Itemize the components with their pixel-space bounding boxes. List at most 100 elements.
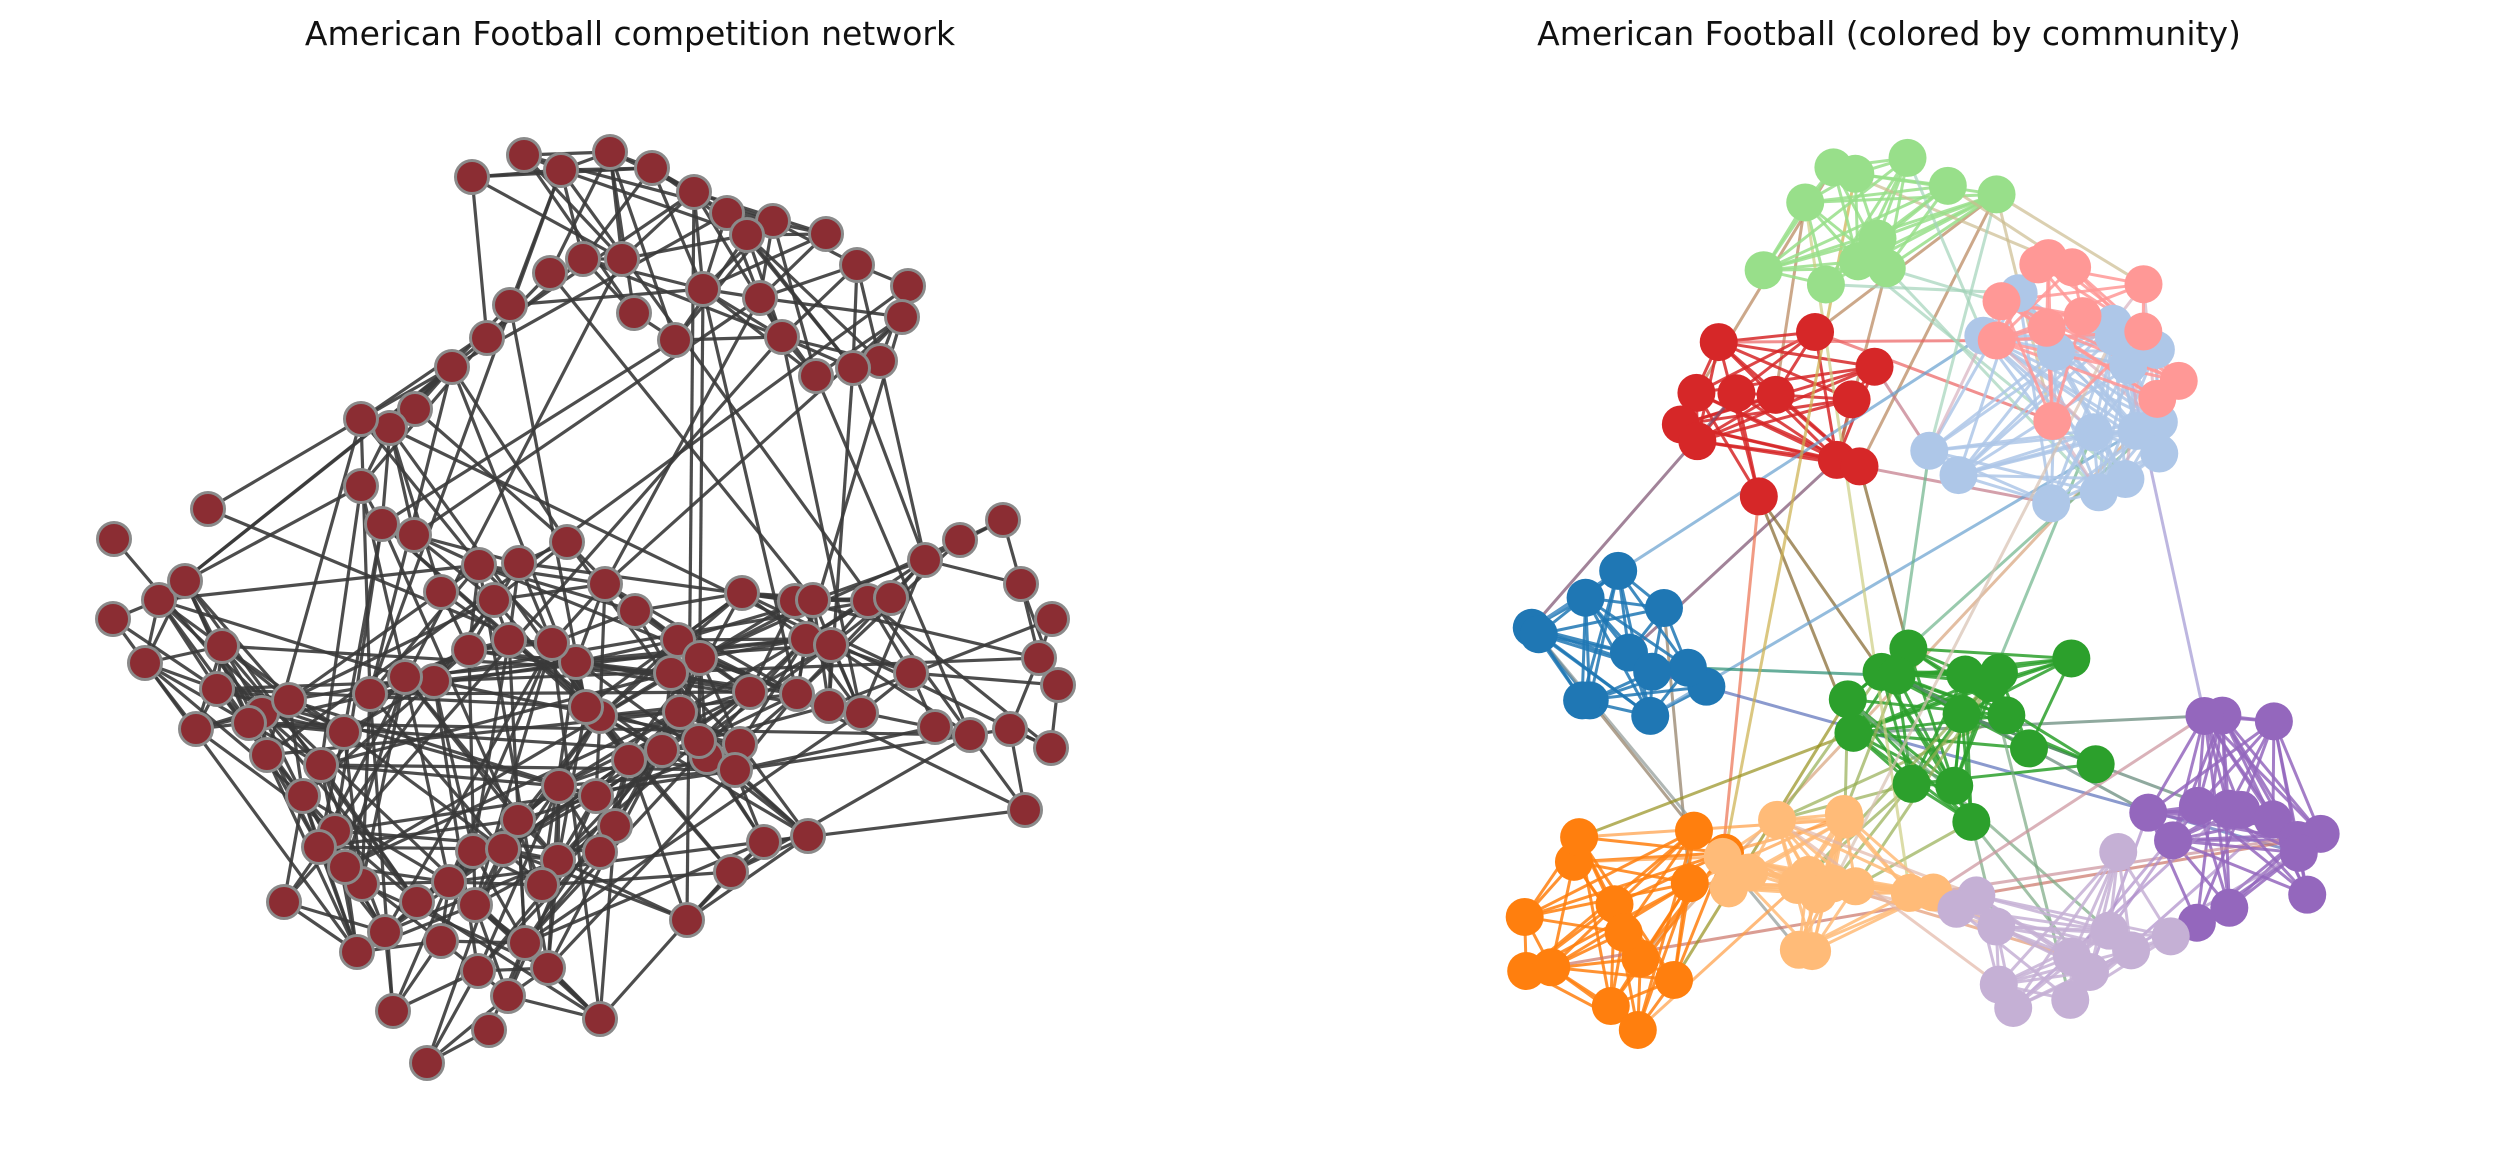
network-node xyxy=(285,778,321,814)
network-node xyxy=(657,322,693,358)
edge xyxy=(476,785,561,972)
community-node xyxy=(1942,695,1981,734)
edge xyxy=(502,847,688,922)
network-node xyxy=(811,688,847,724)
edge xyxy=(1537,633,1652,718)
network-node xyxy=(231,705,267,741)
edge xyxy=(523,850,602,945)
network-node xyxy=(476,582,512,618)
edge xyxy=(738,743,810,837)
edge xyxy=(471,639,511,852)
community-node xyxy=(2117,411,2156,450)
network-node xyxy=(367,914,403,950)
community-node xyxy=(1814,148,1853,187)
edge xyxy=(440,590,663,752)
network-node xyxy=(326,714,362,750)
edge xyxy=(413,533,520,565)
edge xyxy=(1814,193,1998,334)
community-node xyxy=(2185,696,2224,735)
community-node xyxy=(1858,219,1897,258)
edge xyxy=(317,846,359,953)
edge xyxy=(1551,965,1675,982)
network-node xyxy=(813,627,849,663)
edge xyxy=(522,153,624,261)
community-node xyxy=(1730,853,1769,892)
community-node xyxy=(1824,794,1863,833)
community-node xyxy=(1840,447,1879,486)
community-node xyxy=(2074,413,2113,452)
community-node xyxy=(1505,897,1544,936)
edge xyxy=(207,417,362,511)
network-node xyxy=(592,134,628,170)
community-node xyxy=(1674,811,1713,850)
edge xyxy=(1955,907,2072,1002)
edge xyxy=(910,671,1059,687)
network-node xyxy=(492,287,528,323)
community-node xyxy=(1946,655,1985,694)
network-node xyxy=(717,752,753,788)
edge xyxy=(2221,714,2322,835)
edge xyxy=(1636,830,1696,1031)
community-node xyxy=(1867,249,1906,288)
community-node xyxy=(2094,317,2133,356)
edge xyxy=(634,591,743,613)
network-node xyxy=(199,671,235,707)
edge xyxy=(759,296,903,319)
edge xyxy=(368,169,563,695)
network-node xyxy=(1021,640,1057,676)
edge xyxy=(509,287,704,307)
community-node xyxy=(1756,375,1795,414)
network-node xyxy=(491,622,527,658)
network-graph xyxy=(95,134,1076,1081)
edge xyxy=(1578,835,1726,855)
edge xyxy=(1584,596,1689,669)
edge xyxy=(1721,496,1761,858)
network-node xyxy=(709,195,745,231)
community-node xyxy=(1806,265,1845,304)
community-node xyxy=(2029,239,2068,278)
edge xyxy=(1762,156,1909,272)
network-node xyxy=(271,682,307,718)
network-node xyxy=(375,993,411,1029)
network-node xyxy=(798,358,834,394)
network-node xyxy=(884,299,920,335)
network-node xyxy=(397,391,433,427)
edge xyxy=(389,426,1052,750)
network-node xyxy=(266,884,302,920)
community-node xyxy=(2210,888,2249,927)
network-node xyxy=(301,829,337,865)
community-node xyxy=(1677,373,1716,412)
edge xyxy=(581,167,654,260)
edge xyxy=(1927,194,1998,452)
community-node xyxy=(2254,702,2293,741)
edge xyxy=(621,233,748,261)
network-node xyxy=(676,174,712,210)
edge xyxy=(1988,431,2095,684)
community-node xyxy=(1928,166,1967,205)
community-node xyxy=(1699,323,1738,362)
edge xyxy=(1763,184,1949,272)
network-node xyxy=(604,241,640,277)
edge xyxy=(334,727,1011,833)
edge xyxy=(1958,430,2094,477)
network-node xyxy=(713,854,749,890)
network-node xyxy=(469,320,505,356)
community-node xyxy=(1855,347,1894,386)
network-node xyxy=(543,152,579,188)
edge xyxy=(432,680,480,972)
network-node xyxy=(732,674,768,710)
network-node xyxy=(532,255,568,291)
network-node xyxy=(1003,566,1039,602)
edge xyxy=(112,617,218,691)
network-node xyxy=(178,711,214,747)
edge xyxy=(548,271,815,602)
community-node xyxy=(2033,402,2072,441)
edge xyxy=(1696,397,1853,443)
network-node xyxy=(490,978,526,1014)
network-node xyxy=(985,502,1021,538)
network-node xyxy=(795,582,831,618)
community-node xyxy=(2109,346,2148,385)
network-node xyxy=(578,778,614,814)
network-node xyxy=(327,849,363,885)
edge xyxy=(1578,731,1854,839)
